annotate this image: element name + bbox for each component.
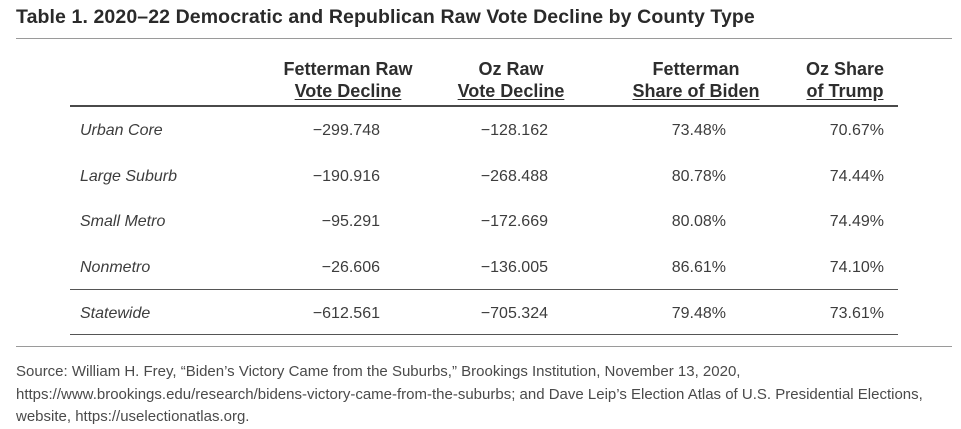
fetterman-raw-cell: −299.748 [312,122,380,139]
column-header-fetterman-raw: Fetterman Raw Vote Decline [262,58,434,102]
table-row-total: Statewide −612.561 −705.324 79.48% 73.61… [0,305,961,329]
row-label: Urban Core [80,122,163,139]
table-row: Urban Core −299.748 −128.162 73.48% 70.6… [0,122,961,146]
oz-raw-cell: −705.324 [480,305,548,322]
fetterman-share-cell: 80.08% [671,213,726,230]
header-underline [70,105,898,107]
column-header-oz-share: Oz Share of Trump [790,58,900,102]
column-header-fetterman-share: Fetterman Share of Biden [614,58,778,102]
row-label: Nonmetro [80,259,151,276]
column-header-line: Oz Raw [478,59,544,79]
source-note: Source: William H. Frey, “Biden’s Victor… [16,363,923,425]
fetterman-raw-cell: −190.916 [312,168,380,185]
oz-share-cell: 74.44% [829,168,884,185]
oz-raw-cell: −128.162 [480,122,548,139]
fetterman-share-cell: 86.61% [671,259,726,276]
row-label: Large Suburb [80,168,177,185]
row-label: Statewide [80,305,151,322]
fetterman-share-cell: 80.78% [671,168,726,185]
fetterman-share-cell: 79.48% [671,305,726,322]
oz-share-cell: 74.10% [829,259,884,276]
table-row: Small Metro −95.291 −172.669 80.08% 74.4… [0,213,961,237]
fetterman-raw-cell: −26.606 [321,259,380,276]
source-divider [16,346,952,347]
statewide-divider [70,289,898,290]
column-header-oz-raw: Oz Raw Vote Decline [438,58,584,102]
column-header-line: Oz Share [805,59,885,79]
oz-share-cell: 73.61% [829,305,884,322]
column-header-line: Fetterman [652,59,740,79]
column-header-line: of Trump [806,81,884,101]
fetterman-share-cell: 73.48% [671,122,726,139]
table-bottom-rule [70,334,898,335]
oz-share-cell: 74.49% [829,213,884,230]
table-title: Table 1. 2020–22 Democratic and Republic… [16,6,755,28]
oz-share-cell: 70.67% [829,122,884,139]
column-header-line: Fetterman Raw [283,59,413,79]
oz-raw-cell: −172.669 [480,213,548,230]
column-header-line: Vote Decline [294,81,402,101]
oz-raw-cell: −268.488 [480,168,548,185]
title-divider [16,38,952,39]
fetterman-raw-cell: −95.291 [321,213,380,230]
table-row: Nonmetro −26.606 −136.005 86.61% 74.10% [0,259,961,283]
row-label: Small Metro [80,213,166,230]
oz-raw-cell: −136.005 [480,259,548,276]
fetterman-raw-cell: −612.561 [312,305,380,322]
table-row: Large Suburb −190.916 −268.488 80.78% 74… [0,168,961,192]
column-header-line: Vote Decline [457,81,565,101]
column-header-line: Share of Biden [632,81,760,101]
